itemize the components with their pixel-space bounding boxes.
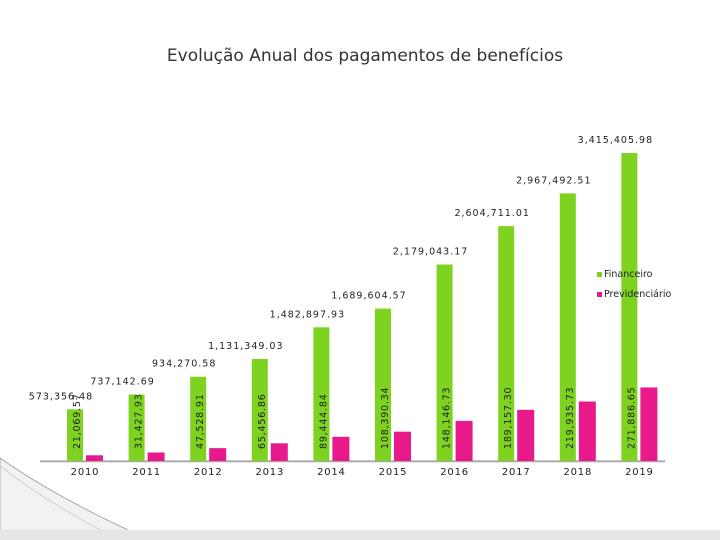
bar-financeiro-2014 (313, 327, 330, 461)
data-label-previdenciario-2018: 219,935.73 (565, 387, 576, 449)
bar-financeiro-2017 (498, 226, 515, 461)
bar-previdenciario-2011 (147, 452, 165, 461)
bar-financeiro-2015 (375, 308, 391, 461)
data-label-financeiro-2018: 2,967,492.51 (516, 175, 591, 186)
bar-financeiro-2016 (436, 264, 453, 461)
legend-swatch-previdenciario (597, 292, 602, 297)
x-tick-label-2012: 2012 (194, 467, 223, 478)
bar-previdenciario-2017 (517, 409, 535, 461)
chart-title: Evolução Anual dos pagamentos de benefíc… (166, 46, 564, 66)
legend-label-financeiro: Financeiro (604, 269, 653, 280)
bar-financeiro-2010 (67, 409, 83, 461)
bar-previdenciario-2013 (270, 443, 288, 461)
data-label-previdenciario-2010: 21,069.57 (72, 393, 83, 449)
x-tick-label-2019: 2019 (625, 467, 654, 478)
x-tick-label-2014: 2014 (317, 467, 346, 478)
bar-previdenciario-2018 (578, 401, 596, 461)
data-label-financeiro-2014: 1,482,897.93 (270, 309, 345, 320)
data-label-previdenciario-2016: 148,146.73 (442, 387, 453, 449)
data-label-financeiro-2012: 934,270.58 (152, 359, 216, 370)
bar-previdenciario-2019 (640, 387, 658, 461)
data-label-previdenciario-2015: 108,390.34 (380, 387, 391, 449)
x-tick-label-2015: 2015 (379, 467, 408, 478)
data-label-financeiro-2010: 573,356.48 (29, 391, 93, 402)
data-label-financeiro-2019: 3,415,405.98 (578, 135, 653, 146)
x-tick-label-2016: 2016 (440, 467, 469, 478)
bar-previdenciario-2014 (332, 436, 350, 461)
data-label-financeiro-2015: 1,689,604.57 (331, 291, 406, 302)
data-label-previdenciario-2017: 189,157.30 (503, 387, 514, 449)
x-tick-label-2013: 2013 (255, 467, 284, 478)
bar-previdenciario-2012 (209, 448, 227, 461)
bar-financeiro-2019 (621, 153, 638, 461)
data-label-previdenciario-2011: 31,427.93 (134, 393, 145, 449)
data-label-previdenciario-2014: 89,444.84 (318, 393, 329, 449)
bar-financeiro-2012 (190, 376, 207, 461)
x-tick-label-2010: 2010 (71, 467, 100, 478)
bar-previdenciario-2016 (455, 420, 473, 461)
data-label-previdenciario-2019: 271,886.65 (626, 387, 637, 449)
data-label-financeiro-2011: 737,142.69 (90, 377, 154, 388)
data-label-previdenciario-2012: 47,528.91 (195, 393, 206, 449)
data-label-previdenciario-2013: 65,456.86 (257, 393, 268, 449)
bar-financeiro-2013 (251, 358, 268, 461)
x-tick-label-2017: 2017 (502, 467, 531, 478)
x-tick-label-2018: 2018 (563, 467, 592, 478)
footer-band (0, 530, 720, 540)
x-tick-label-2011: 2011 (132, 467, 161, 478)
data-label-financeiro-2013: 1,131,349.03 (208, 341, 283, 352)
legend-swatch-financeiro (597, 272, 602, 277)
bar-previdenciario-2015 (394, 431, 411, 461)
bar-financeiro-2011 (128, 394, 145, 461)
bar-previdenciario-2010 (86, 455, 103, 461)
data-label-financeiro-2017: 2,604,711.01 (454, 208, 529, 219)
bar-financeiro-2018 (559, 193, 576, 461)
legend-label-previdenciario: Previdenciário (604, 289, 671, 300)
data-label-financeiro-2016: 2,179,043.17 (393, 246, 468, 257)
